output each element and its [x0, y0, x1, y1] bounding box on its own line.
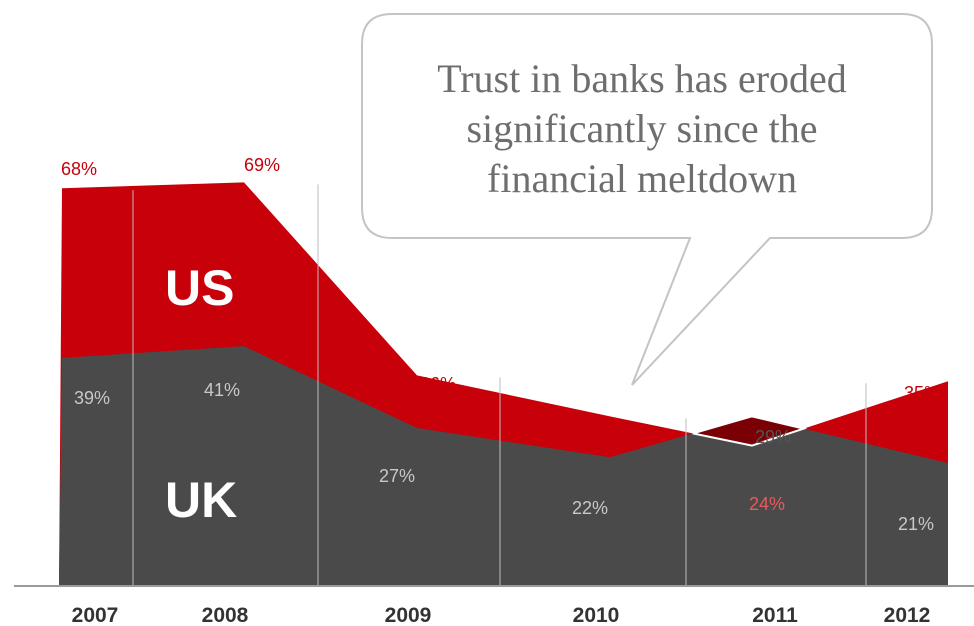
uk-value-label: 39% — [74, 388, 110, 408]
x-tick-labels: 2007 2008 2009 2010 2011 2012 — [72, 604, 931, 626]
overlap-diamond — [692, 415, 808, 447]
x-tick-label: 2010 — [573, 604, 620, 626]
x-tick-label: 2011 — [752, 604, 798, 626]
us-value-label: 24% — [749, 494, 785, 514]
x-tick-label: 2009 — [385, 604, 432, 626]
us-value-label: 36% — [420, 374, 456, 394]
callout-line-1: Trust in banks has eroded — [437, 56, 847, 101]
callout-line-2: significantly since the — [466, 106, 817, 151]
us-value-label: 29% — [602, 423, 638, 443]
us-value-label: 69% — [244, 155, 280, 175]
us-value-label: 68% — [61, 159, 97, 179]
callout-line-3: financial meltdown — [487, 156, 797, 201]
series-label-us: US — [165, 260, 234, 316]
uk-value-label: 27% — [379, 466, 415, 486]
x-tick-label: 2008 — [202, 604, 249, 626]
callout-shape — [361, 13, 933, 386]
year-dividers — [132, 184, 867, 586]
series-label-uk: UK — [165, 472, 237, 528]
data-labels: 68% 69% 36% 29% 24% 35% 39% 41% 27% 22% 29% 21% — [61, 155, 940, 534]
uk-value-label: 41% — [204, 380, 240, 400]
uk-area — [59, 346, 948, 586]
uk-value-label: 29% — [755, 427, 791, 447]
us-value-label: 35% — [904, 383, 940, 403]
x-tick-label: 2012 — [884, 604, 931, 626]
uk-value-label: 22% — [572, 498, 608, 518]
callout-bubble: Trust in banks has eroded significantly … — [361, 13, 933, 386]
area-layer — [59, 182, 948, 586]
uk-value-label: 21% — [898, 514, 934, 534]
x-tick-label: 2007 — [72, 604, 119, 626]
